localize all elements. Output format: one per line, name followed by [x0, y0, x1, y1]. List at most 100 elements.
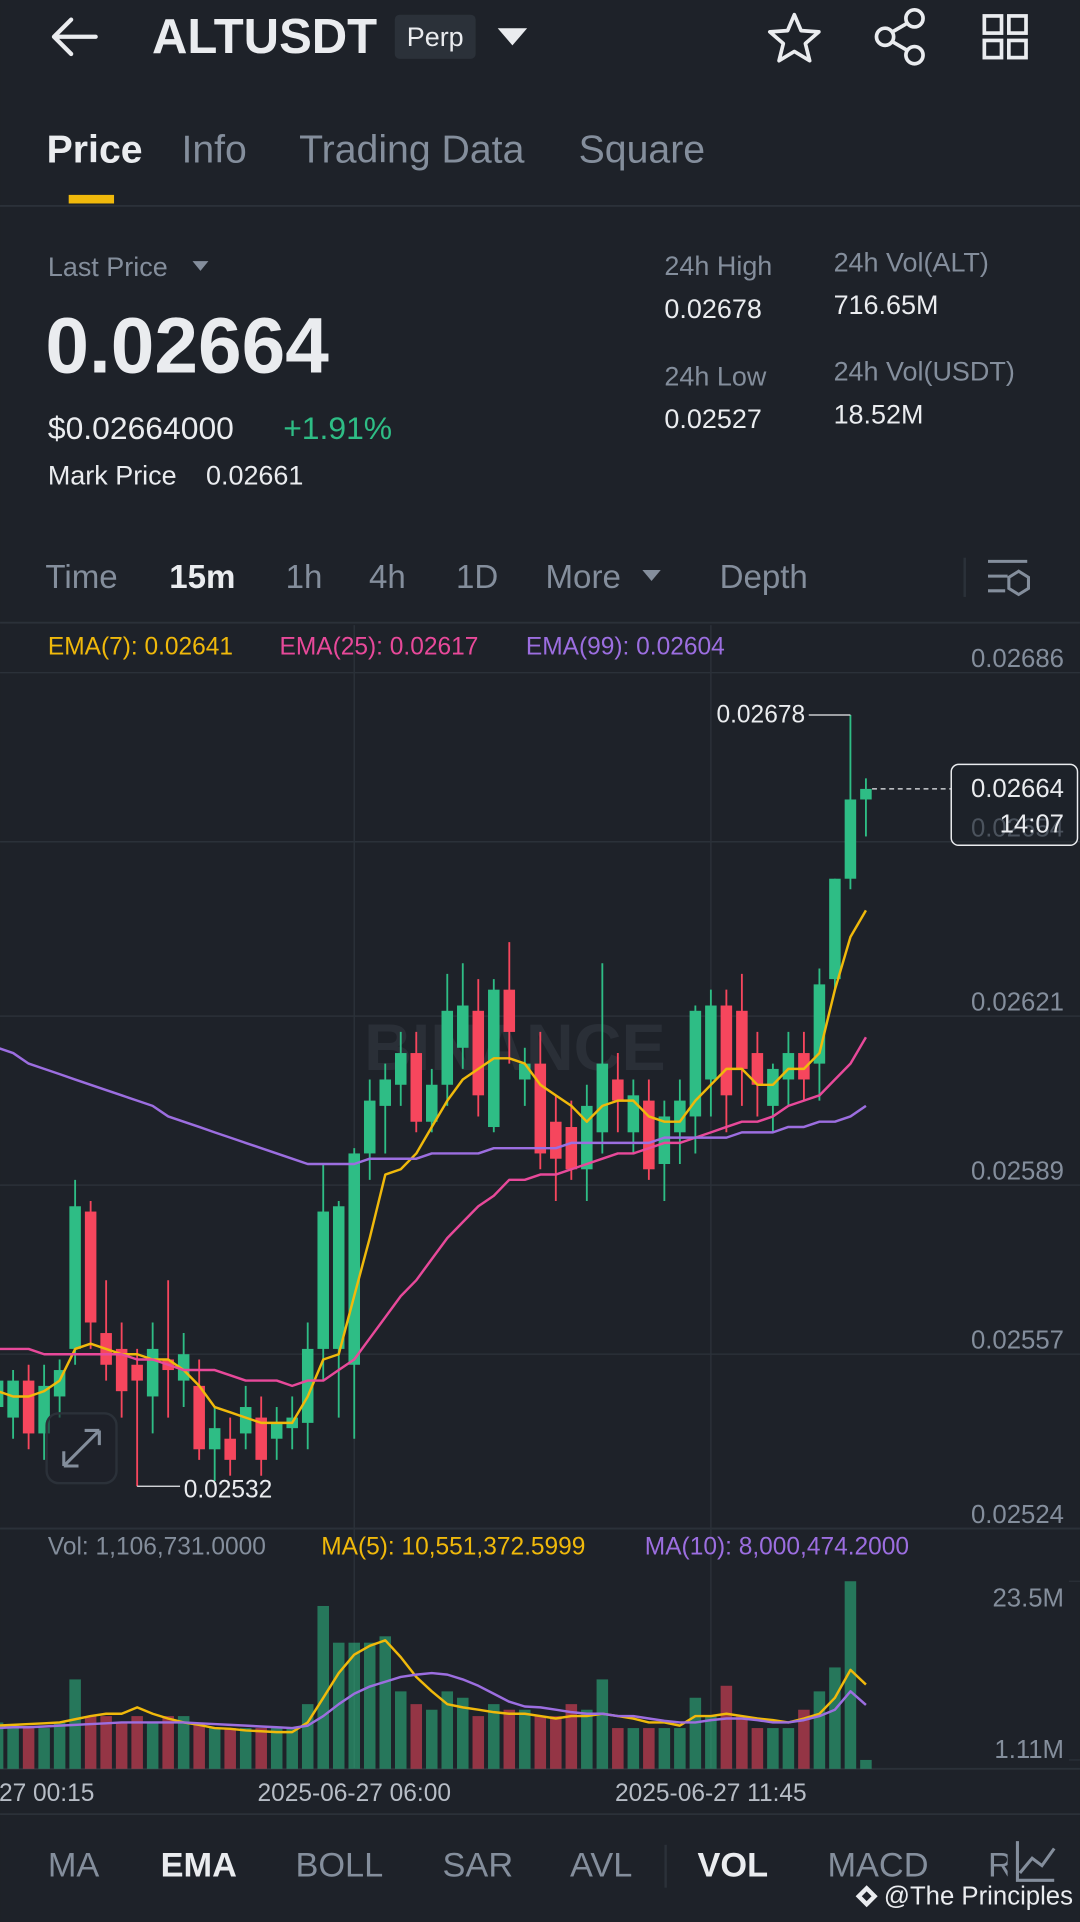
stat-value: 18.52M	[834, 399, 924, 429]
y-tick-label: 0.02686	[971, 645, 1064, 673]
volume-bar	[627, 1728, 640, 1769]
volume-bar	[0, 1722, 4, 1769]
candle-body	[643, 1100, 655, 1170]
volume-bar	[565, 1704, 578, 1769]
interval[interactable]: 4h	[369, 559, 406, 596]
candle-body	[363, 1100, 376, 1154]
candle-body	[550, 1121, 562, 1159]
candle-body	[736, 1010, 748, 1069]
y-tick-label: 0.02589	[971, 1158, 1064, 1186]
candle-body	[441, 1010, 454, 1085]
legend-entry: Vol: 1,106,731.0000	[48, 1533, 266, 1560]
volume-bar	[643, 1728, 655, 1769]
interval[interactable]: Time	[45, 559, 117, 596]
favorite-button[interactable]	[767, 12, 821, 63]
indicator[interactable]: MACD	[827, 1847, 928, 1885]
interval[interactable]: 15m	[169, 559, 235, 596]
volume-bar	[720, 1685, 733, 1769]
interval[interactable]: 1D	[456, 559, 498, 596]
indicator[interactable]: SAR	[443, 1847, 514, 1885]
x-tick-label: 2025-06-27 00:15	[0, 1780, 94, 1807]
footer-watermark: @The Principles	[884, 1882, 1073, 1910]
indicator[interactable]: EMA	[161, 1847, 237, 1885]
legend-entry: MA(10): 8,000,474.2000	[645, 1533, 909, 1560]
candle-body	[844, 799, 857, 879]
candle-body	[503, 989, 516, 1032]
candle-body	[627, 1095, 640, 1133]
tab[interactable]: Square	[579, 128, 705, 172]
candle-body	[239, 1407, 252, 1434]
candle-body	[534, 1063, 547, 1154]
volume-bar	[534, 1716, 547, 1769]
volume-ma-line	[0, 1671, 867, 1730]
indicator-settings-button[interactable]	[1015, 1841, 1056, 1882]
candle-body	[612, 1079, 624, 1101]
tab[interactable]: Price	[47, 128, 143, 172]
last-price-label: 0.02664	[971, 775, 1064, 803]
volume-bar	[441, 1691, 454, 1769]
tab[interactable]: Trading Data	[299, 128, 524, 172]
candle-body	[658, 1116, 671, 1165]
candle-body	[7, 1380, 19, 1418]
indicator[interactable]: AVL	[570, 1847, 632, 1885]
volume-bar	[286, 1728, 298, 1769]
stat-label: 24h Low	[664, 361, 766, 391]
indicator[interactable]: BOLL	[295, 1847, 383, 1885]
volume-bar	[38, 1728, 50, 1769]
indicator[interactable]: VOL	[698, 1847, 769, 1885]
volume-bar	[612, 1728, 624, 1769]
menu-cell	[1007, 38, 1028, 60]
volume-bar	[689, 1697, 702, 1769]
volume-bar	[131, 1716, 143, 1769]
indicator[interactable]: MA	[48, 1847, 100, 1885]
interval[interactable]: More	[546, 559, 621, 596]
candle-body	[224, 1438, 236, 1460]
legend-entry: EMA(25): 0.02617	[280, 634, 479, 661]
share-link	[891, 21, 909, 52]
volume-bar	[798, 1709, 810, 1769]
volume-bar	[332, 1642, 345, 1769]
share-button[interactable]	[874, 7, 925, 66]
mark-price: 0.02661	[206, 461, 303, 491]
interval[interactable]: Depth	[720, 559, 808, 596]
candle-body	[720, 1005, 733, 1096]
candle-body	[565, 1127, 578, 1170]
symbol-dropdown[interactable]	[497, 28, 528, 46]
y-tick-label: 0.02621	[971, 989, 1064, 1017]
interval[interactable]: 1h	[286, 559, 323, 596]
volume-bar	[379, 1636, 392, 1769]
candle-body	[829, 878, 841, 980]
settings-hex	[1007, 569, 1030, 597]
volume-bar	[394, 1691, 407, 1769]
chart-settings-button[interactable]	[988, 559, 1030, 597]
tab[interactable]: Info	[181, 128, 246, 172]
countdown-label: 14:07	[1000, 810, 1064, 838]
volume-bar	[844, 1581, 857, 1769]
low-marker-label: 0.02532	[184, 1476, 273, 1503]
legend-entry: MA(5): 10,551,372.5999	[321, 1533, 585, 1560]
candle-body	[38, 1385, 50, 1434]
dropdown-arrow[interactable]	[642, 569, 661, 582]
menu-button[interactable]	[982, 14, 1028, 60]
candle-body	[131, 1364, 143, 1381]
last-price: 0.02664	[45, 302, 329, 390]
menu-cell	[982, 38, 1004, 60]
candle-body	[860, 788, 872, 800]
back-button[interactable]	[51, 17, 98, 57]
candle-body	[84, 1211, 97, 1323]
dropdown-arrow[interactable]	[192, 261, 209, 271]
share-node	[904, 7, 925, 29]
watermark-logo	[855, 1885, 878, 1908]
candle-body	[813, 984, 826, 1064]
contract-type: Perp	[407, 22, 464, 52]
candle-body	[69, 1206, 81, 1349]
volume-bar	[7, 1725, 19, 1769]
volume-bar	[457, 1697, 469, 1769]
volume-bar	[751, 1728, 764, 1769]
y-tick-label: 0.02524	[971, 1501, 1064, 1529]
volume-bar	[348, 1642, 360, 1769]
candle-body	[798, 1053, 810, 1080]
candle-body	[394, 1053, 407, 1085]
volume-bar	[550, 1716, 562, 1769]
volume-bar	[22, 1728, 35, 1769]
